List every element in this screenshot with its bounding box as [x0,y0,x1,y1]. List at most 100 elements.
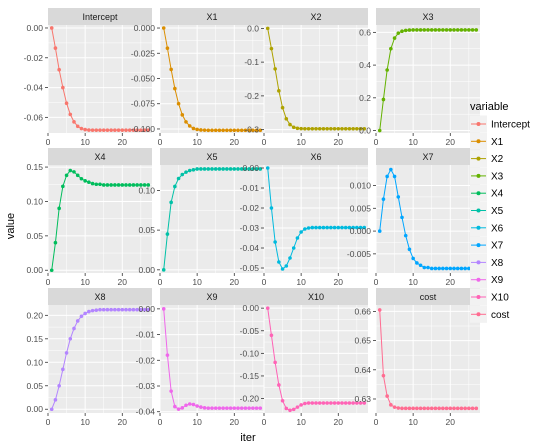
data-point [53,46,58,50]
data-point [422,265,427,270]
data-point [310,225,315,230]
data-point [169,67,173,72]
legend-key-point [476,173,481,178]
data-point [173,404,177,409]
legend-label: X5 [491,206,504,217]
y-tick-label: -0.05 [240,263,260,273]
data-point [228,167,233,171]
data-point [251,167,255,171]
y-tick-label: -0.04 [24,83,44,93]
data-point [377,128,382,133]
y-tick-label: -0.3 [244,125,259,135]
data-point [146,128,151,132]
y-tick-label: -0.04 [240,243,260,253]
data-point [180,406,185,410]
legend-label: X3 [491,171,504,182]
data-point [418,263,423,268]
data-point [400,29,404,34]
data-point [400,215,404,220]
facet-panel: X6 0.00 -0.01 -0.02 -0.03 -0.04 -0.050 10 20 [240,148,368,287]
data-point [303,227,307,231]
data-point [355,225,359,230]
data-point [236,128,240,133]
data-point [336,225,341,230]
x-tick-label: 0 [158,417,163,427]
data-point [418,28,423,32]
data-point [120,128,125,132]
data-point [161,268,166,272]
data-point [355,401,359,405]
data-point [109,307,113,312]
data-point [124,307,128,312]
y-tick-label: 0.00 [138,265,155,275]
data-point [195,167,199,171]
legend-key-point [476,225,481,230]
legend-key-point [476,191,481,196]
data-point [455,266,460,271]
data-point [184,170,188,174]
data-point [124,128,128,132]
y-tick-label: 0.20 [26,310,43,320]
y-tick-label: 0.66 [354,306,371,316]
data-point [396,31,401,35]
data-point [232,406,237,410]
panel-background [264,305,368,413]
data-point [109,183,113,187]
data-point [455,28,460,32]
y-tick-label: 0.00 [242,163,259,173]
data-point [433,266,438,271]
data-point [288,122,292,127]
data-point [407,247,412,252]
y-tick-label: -0.20 [240,394,260,404]
y-tick-label: 0.10 [26,196,43,206]
legend-item: X3 [470,167,504,185]
data-point [314,225,318,230]
data-point [173,86,177,91]
data-point [75,319,80,323]
x-tick-label: 20 [230,417,240,427]
data-point [303,401,307,406]
data-point [325,401,329,405]
x-tick-label: 0 [374,417,379,427]
data-point [146,183,151,187]
data-point [299,403,303,407]
data-point [87,128,91,132]
data-point [273,360,277,365]
data-point [225,167,229,171]
data-point [377,229,382,233]
y-tick-label: 0.005 [350,203,372,213]
facet-strip-label: X2 [310,12,321,22]
data-point [87,180,91,184]
data-point [202,128,207,132]
data-point [291,407,296,412]
legend-label: X4 [491,189,504,200]
data-point [329,401,333,405]
data-point [295,126,300,131]
data-point [98,128,102,132]
x-tick-label: 0 [262,417,267,427]
x-tick-label: 10 [408,277,418,287]
data-point [358,401,363,405]
data-point [277,383,281,387]
data-point [247,406,251,410]
data-point [72,170,76,174]
data-point [310,126,315,131]
legend-key-point [476,243,481,248]
data-point [351,401,355,405]
panel-background [264,165,368,273]
data-point [239,128,244,133]
data-point [381,197,386,201]
data-point [199,405,203,409]
data-point [343,225,348,230]
data-point [377,308,382,312]
x-tick-label: 20 [118,137,128,147]
legend-key-point [476,312,481,317]
data-point [411,256,415,261]
legend: variable Intercept X1 X2 X3 X4 X5 X6 X7 X8 X9 X10 c… [470,101,530,323]
data-point [407,28,412,32]
data-point [426,265,430,270]
data-point [429,266,434,271]
panel-background [160,25,264,133]
data-point [191,167,196,172]
data-point [463,266,467,271]
